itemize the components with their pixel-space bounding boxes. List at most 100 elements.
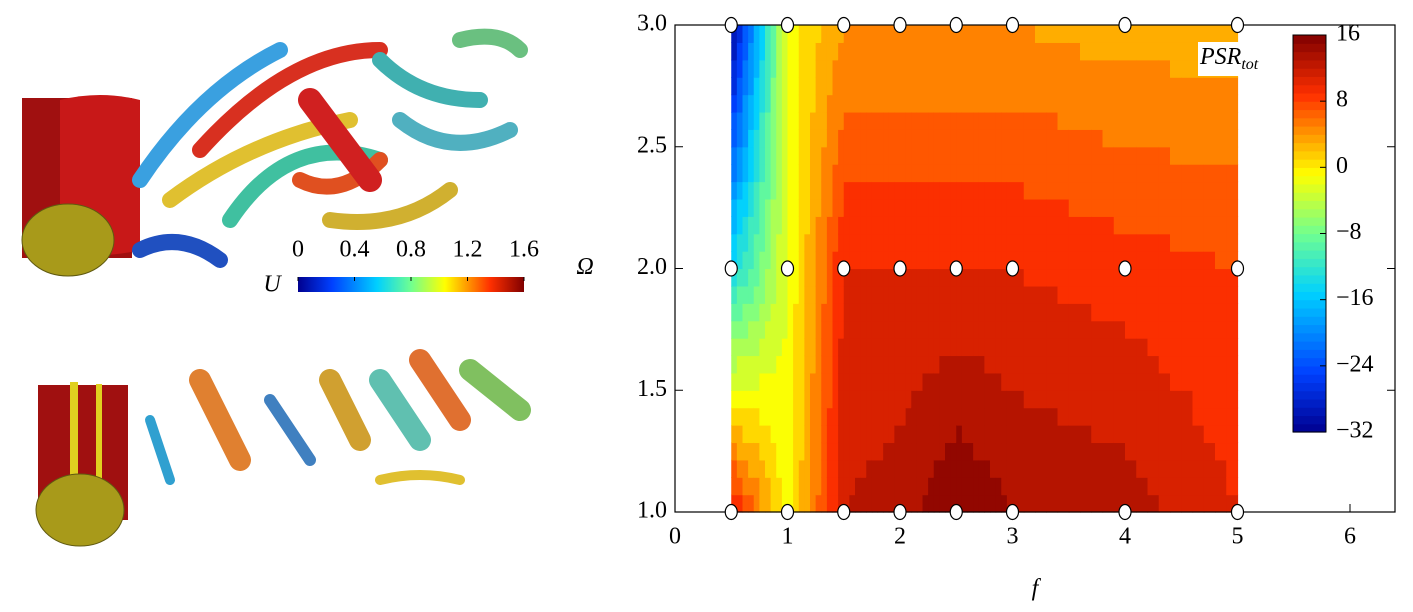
contour-cell [798, 164, 805, 183]
contour-cell [984, 42, 991, 61]
contour-cell [781, 25, 789, 43]
contour-cell [967, 164, 974, 183]
contour-cell [995, 338, 1002, 357]
contour-cell [871, 146, 879, 165]
contour-cell [1147, 390, 1160, 409]
contour-cell [1203, 477, 1216, 496]
contour-cell [883, 42, 890, 61]
contour-cell [1057, 425, 1070, 444]
contour-cell [753, 111, 760, 130]
contour-cell [973, 77, 980, 96]
contour-cell [894, 94, 901, 113]
contour-cell [742, 111, 749, 130]
contour-cell [838, 251, 845, 270]
contour-cell [1226, 94, 1239, 113]
contour-cell [1023, 111, 1036, 130]
colorbar-label: PSRtot [1199, 44, 1259, 73]
contour-cell [939, 268, 946, 287]
z-tick-label: −24 [1336, 351, 1374, 377]
contour-cell [1046, 268, 1059, 287]
contour-cell [911, 303, 918, 322]
contour-cell [1125, 355, 1137, 374]
sample-point [893, 503, 907, 521]
y-tick-label: 3.0 [637, 11, 667, 37]
contour-cell [860, 77, 867, 96]
contour-cell [731, 198, 738, 217]
contour-cell [916, 338, 924, 357]
contour-cell [798, 233, 805, 252]
contour-cell [939, 42, 946, 61]
psr-colorbar-step [1293, 258, 1326, 268]
contour-cell [990, 59, 997, 78]
contour-cell [787, 494, 794, 513]
contour-cell [1125, 372, 1137, 391]
contour-cell [950, 129, 957, 148]
contour-cell [843, 372, 850, 391]
contour-cell [1102, 390, 1115, 409]
contour-cell [781, 77, 789, 96]
contour-cell [956, 407, 963, 426]
contour-cell [1012, 390, 1025, 409]
contour-cell [843, 355, 850, 374]
contour-cell [787, 355, 794, 374]
contour-cell [849, 111, 856, 130]
contour-cell [871, 198, 879, 217]
contour-cell [905, 111, 912, 130]
contour-cell [748, 285, 755, 304]
contour-cell [849, 477, 856, 496]
contour-cell [838, 77, 845, 96]
contour-cell [978, 390, 985, 409]
contour-cell [883, 111, 890, 130]
psr-colorbar-step [1293, 159, 1326, 168]
contour-cell [748, 181, 755, 200]
contour-cell [1023, 285, 1036, 304]
contour-cell [1057, 146, 1070, 165]
contour-cell [916, 146, 924, 165]
contour-cell [798, 181, 805, 200]
contour-cell [1091, 77, 1104, 96]
contour-cell [832, 390, 839, 409]
contour-cell [956, 181, 963, 200]
contour-cell [1102, 268, 1115, 287]
psr-colorbar-step [1293, 382, 1326, 392]
contour-cell [888, 164, 895, 183]
contour-cell [1113, 181, 1126, 200]
contour-cell [928, 111, 935, 130]
contour-cell [1125, 216, 1137, 235]
contour-cell [990, 216, 997, 235]
contour-cell [961, 25, 969, 43]
contour-cell [798, 320, 805, 339]
contour-cell [860, 111, 867, 130]
contour-cell [928, 216, 935, 235]
contour-cell [810, 146, 817, 165]
contour-cell [849, 251, 856, 270]
contour-cell [855, 233, 862, 252]
contour-cell [961, 164, 969, 183]
contour-cell [866, 390, 873, 409]
contour-cell [883, 372, 890, 391]
contour-cell [793, 285, 800, 304]
contour-cell [1170, 268, 1182, 287]
contour-cell [945, 59, 952, 78]
contour-cell [1023, 477, 1036, 496]
contour-cell [961, 442, 969, 461]
contour-cell [1136, 216, 1149, 235]
contour-cell [742, 372, 749, 391]
contour-cell [815, 146, 822, 165]
contour-cell [939, 372, 946, 391]
contour-cell [826, 25, 834, 43]
contour-cell [787, 146, 794, 165]
contour-cell [900, 42, 907, 61]
contour-cell [753, 372, 760, 391]
contour-cell [916, 390, 924, 409]
contour-cell [1102, 129, 1115, 148]
sample-point [893, 260, 907, 277]
psr-colorbar-step [1293, 76, 1326, 86]
contour-cell [950, 285, 957, 304]
contour-cell [950, 181, 957, 200]
contour-cell [742, 442, 749, 461]
contour-cell [1125, 268, 1137, 287]
contour-cell [804, 233, 811, 252]
contour-cell [995, 285, 1002, 304]
contour-cell [736, 25, 744, 43]
